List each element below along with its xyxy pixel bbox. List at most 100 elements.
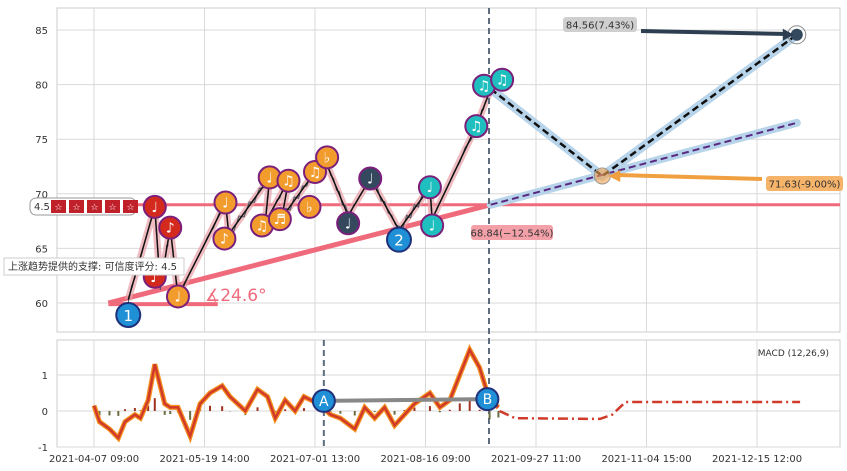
y-tick-label: 70 [35, 190, 48, 201]
star-rating-icon [69, 200, 84, 213]
pattern-marker [158, 215, 183, 240]
histogram-bar [284, 409, 287, 411]
arrow-head-icon [782, 28, 794, 41]
histogram-bar [123, 409, 126, 411]
music-note-icon: ♫ [478, 79, 491, 95]
pivot-marker [385, 226, 412, 253]
histogram-bar [98, 411, 101, 416]
music-note-icon: ♩ [222, 196, 229, 212]
projection-line [489, 33, 798, 178]
star-rating-icon [105, 200, 120, 213]
histogram-bar [139, 410, 142, 411]
macd-y-tick-label: 1 [42, 371, 48, 382]
macd-panel-frame [56, 339, 841, 448]
x-tick-label: 2021-11-04 15:00 [601, 454, 691, 465]
histogram-bar [169, 411, 172, 415]
x-tick-label: 2021-12-15 12:00 [712, 454, 802, 465]
target-high-label-bg [563, 17, 637, 32]
y-tick-label: 80 [35, 81, 48, 92]
macd-line [92, 346, 500, 441]
histogram-bar [153, 398, 156, 411]
music-note-icon: ♩ [427, 180, 434, 196]
pattern-marker [315, 145, 340, 170]
support-tooltip: 上涨趋势提供的支撑: 可信度评分: 4.5 [8, 260, 177, 273]
histogram-bar [448, 409, 451, 411]
star-rating-icon: ☆ [108, 203, 116, 213]
histogram-bar [221, 406, 224, 411]
trend-angle-label: ∡24.6° [205, 286, 267, 306]
music-note-icon: ♫ [496, 73, 509, 89]
divergence-line [323, 397, 488, 403]
histogram-bar [458, 403, 461, 411]
pivot-marker [115, 302, 142, 329]
music-note-icon: ♩ [266, 170, 273, 186]
y-tick-label: 75 [35, 135, 48, 146]
pattern-marker [420, 213, 445, 238]
target-mid-label-bg [766, 176, 843, 191]
histogram-bar [133, 408, 136, 411]
music-note-icon: ♭ [324, 150, 331, 166]
y-tick-label: 85 [35, 26, 48, 37]
star-rating-icon [123, 200, 138, 213]
pattern-marker [336, 211, 361, 236]
music-note-icon: ♫ [282, 174, 295, 190]
music-note-icon: ♩ [367, 172, 374, 188]
histogram-bar [339, 411, 342, 414]
music-note-icon: ♩ [429, 218, 436, 234]
arrow-head-icon [608, 170, 621, 183]
support-score-value: 4.5 [34, 202, 50, 213]
star-rating-icon [87, 200, 102, 213]
histogram-bar [478, 409, 481, 411]
divergence-point [311, 388, 336, 413]
histogram-bar [468, 399, 471, 411]
pattern-marker [358, 166, 383, 191]
pattern-marker [165, 284, 190, 309]
pattern-marker [267, 207, 292, 232]
support-tooltip-bg [3, 257, 185, 276]
target-high-label: 84.56(7.43%) [566, 21, 634, 32]
music-note-icon: ♬ [274, 212, 287, 228]
pattern-marker [417, 175, 442, 200]
pattern-marker [213, 190, 238, 215]
histogram-bar [497, 411, 500, 418]
pattern-marker [212, 226, 237, 251]
histogram-bar [393, 411, 396, 415]
histogram-bar [302, 408, 305, 411]
histogram-bar [438, 411, 441, 413]
pattern-marker [142, 194, 167, 219]
target-low-label: 68.84(−12.54%) [471, 229, 554, 240]
music-note-icon: ♪ [220, 232, 229, 248]
target-mid-label: 71.63(-9.00%) [769, 180, 841, 191]
histogram-bar [163, 411, 166, 415]
star-rating-icon: ☆ [126, 203, 134, 213]
pattern-marker [276, 168, 301, 193]
histogram-bar [488, 411, 491, 420]
music-note-icon: ♩ [175, 289, 182, 305]
music-note-icon: ♩ [345, 216, 352, 232]
histogram-bar [189, 411, 192, 420]
x-tick-label: 2021-08-16 09:00 [380, 454, 470, 465]
divergence-label: A [319, 394, 329, 410]
music-note-icon: ♫ [470, 119, 483, 135]
histogram-bar [403, 410, 406, 411]
trend-extension-line [490, 121, 798, 206]
x-tick-label: 2021-04-07 09:00 [49, 454, 139, 465]
macd-y-tick-label: -1 [38, 443, 48, 454]
target-low-label-bg [471, 225, 553, 240]
target-high-point [790, 28, 803, 41]
divergence-label: B [483, 392, 493, 408]
target-high-arrow [640, 29, 789, 36]
y-tick-label: 65 [35, 244, 48, 255]
x-tick-label: 2021-07-01 13:00 [270, 454, 360, 465]
star-rating-icon [51, 200, 66, 213]
star-rating-icon: ☆ [72, 203, 80, 213]
x-tick-label: 2021-09-27 11:00 [491, 454, 581, 465]
histogram-bar [117, 411, 120, 416]
histogram-bar [373, 411, 376, 413]
histogram-bar [147, 405, 150, 411]
divergence-point [475, 387, 500, 412]
music-note-icon: ♫ [309, 165, 322, 181]
music-note-icon: ♪ [150, 270, 159, 286]
pattern-marker [297, 194, 322, 219]
